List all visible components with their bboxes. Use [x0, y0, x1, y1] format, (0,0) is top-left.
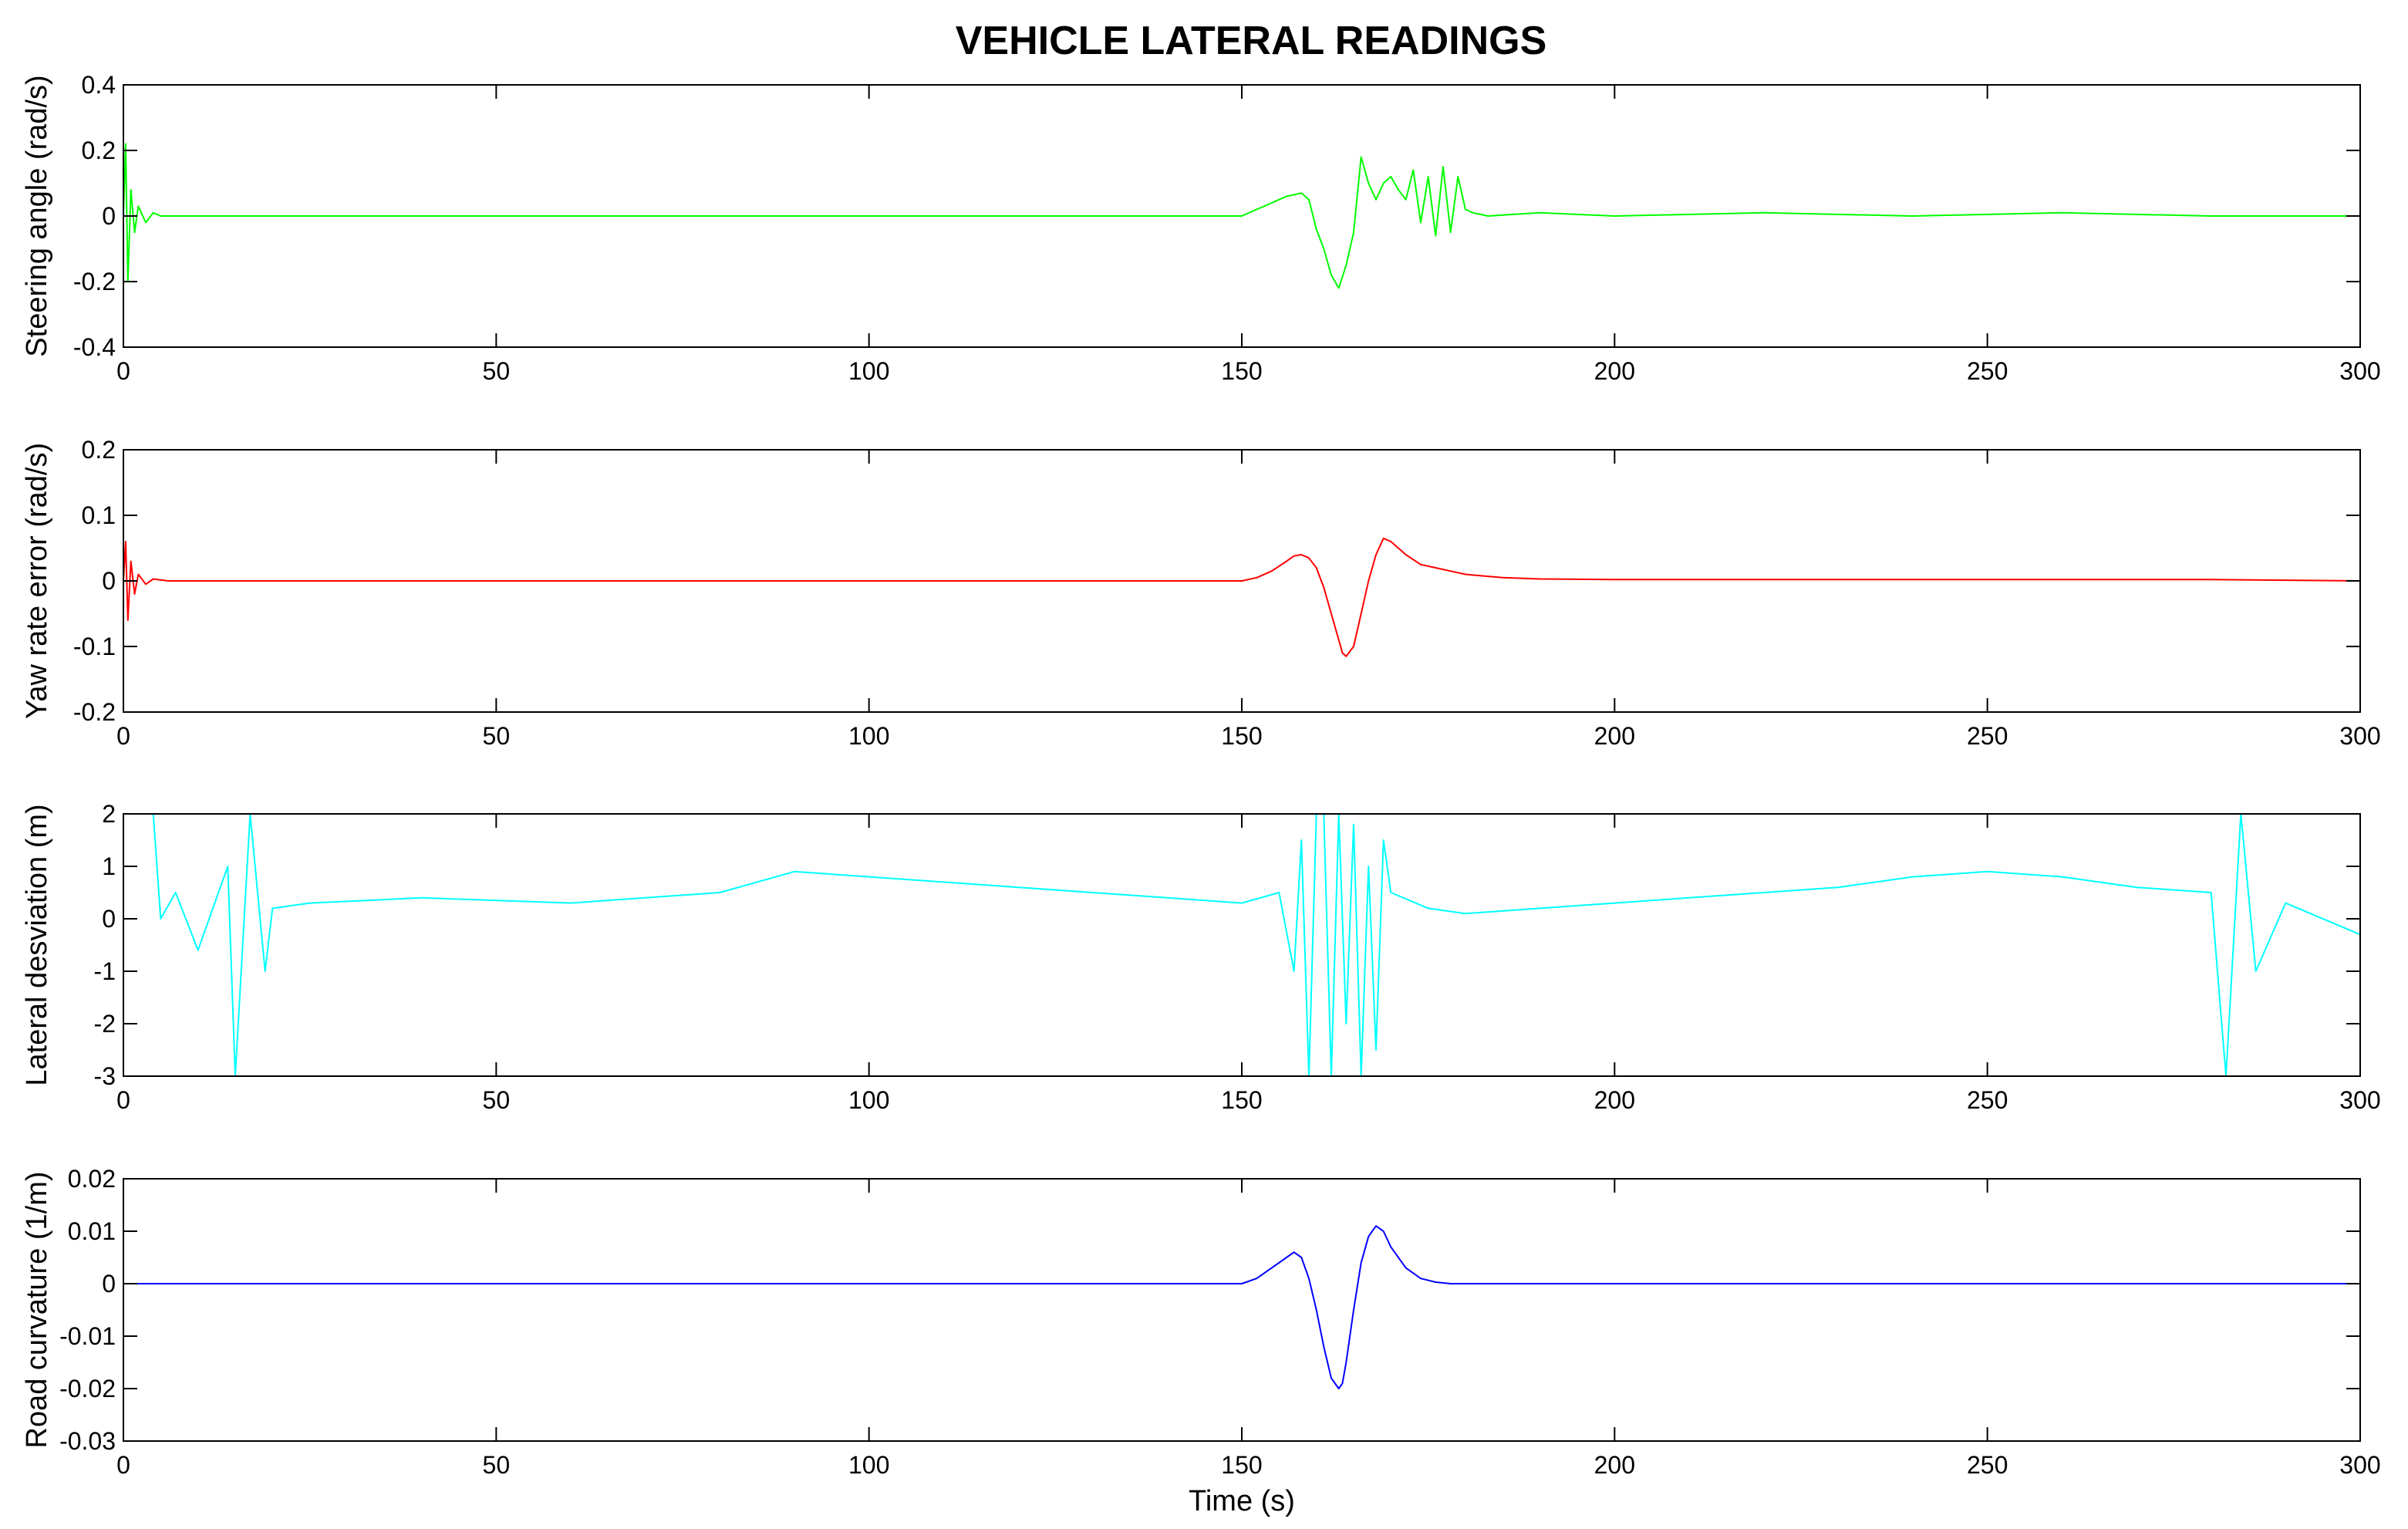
y-tick-label: -2 — [94, 1010, 116, 1038]
y-tick-label: -0.4 — [73, 333, 116, 361]
subplot-3: 0 50 100 150 200 250 300 -3 -2 -1 0 1 2 Lateral desvi… — [21, 800, 2381, 1114]
x-tick-label: 0 — [116, 722, 130, 750]
x-tick-label: 0 — [116, 357, 130, 385]
x-tick-label: 50 — [483, 1086, 511, 1114]
x-tick-label: 300 — [2339, 1086, 2380, 1114]
x-tick-label: 200 — [1594, 722, 1635, 750]
y-axis-label: Lateral desviation (m) — [21, 804, 53, 1085]
x-tick-label: 100 — [848, 357, 889, 385]
y-tick-label: -1 — [94, 957, 116, 985]
y-tick-label: 0.1 — [82, 501, 116, 529]
x-tick-label: 100 — [848, 1451, 889, 1479]
y-tick-label: -0.02 — [59, 1375, 116, 1402]
y-axis-label: Yaw rate error (rad/s) — [21, 443, 53, 719]
y-tick-label: -3 — [94, 1062, 116, 1090]
y-tick-label: 2 — [102, 800, 116, 828]
x-tick-label: 150 — [1221, 722, 1262, 750]
y-tick-label: 0.4 — [82, 71, 116, 99]
x-tick-label: 100 — [848, 722, 889, 750]
subplot-2: 0 50 100 150 200 250 300 -0.2 -0.1 0 0.1 0.2 Yaw rat… — [21, 436, 2381, 750]
x-tick-label: 150 — [1221, 1451, 1262, 1479]
series-line-2-1 — [123, 537, 2361, 657]
series-line-3-1 — [123, 813, 2361, 1077]
y-axis-label: Road curvature (1/m) — [21, 1171, 53, 1448]
x-tick-label: 100 — [848, 1086, 889, 1114]
x-tick-label: 50 — [483, 722, 511, 750]
y-axis-label: Steering angle (rad/s) — [21, 75, 53, 356]
x-tick-label: 250 — [1967, 722, 2008, 750]
y-tick-label: 0 — [102, 905, 116, 933]
x-tick-label: 150 — [1221, 357, 1262, 385]
y-tick-label: 0.01 — [68, 1217, 116, 1245]
plot-frame — [123, 813, 2361, 1077]
x-tick-label: 0 — [116, 1451, 130, 1479]
x-axis-label: Time (s) — [1189, 1485, 1295, 1517]
x-tick-label: 250 — [1967, 1451, 2008, 1479]
subplots: 0 50 100 150 200 250 300-0.4-0.200.20.4Steerin… — [21, 71, 2381, 1517]
series-line-4-1 — [123, 1225, 2360, 1389]
x-tick-label: 50 — [483, 1451, 511, 1479]
chart-title: VEHICLE LATERAL READINGS — [956, 19, 1547, 63]
x-tick-label: 200 — [1594, 357, 1635, 385]
y-tick-label: -0.03 — [59, 1427, 116, 1455]
y-tick-label: 0.2 — [82, 436, 116, 464]
y-tick-label: -0.01 — [59, 1322, 116, 1350]
x-tick-label: 300 — [2339, 1451, 2380, 1479]
y-tick-label: -0.2 — [73, 268, 116, 295]
y-tick-label: 0 — [102, 1270, 116, 1298]
subplot-4: 0 50 100 150 200 250 300 -0.03 -0.02 -0.01 0 0.01 0.… — [21, 1165, 2381, 1517]
y-tick-label: 0 — [102, 202, 116, 230]
y-tick-label: 0 — [102, 567, 116, 595]
x-tick-label: 250 — [1967, 1086, 2008, 1114]
series-line-1-1 — [123, 143, 2360, 289]
x-tick-label: 300 — [2339, 357, 2380, 385]
x-tick-label: 0 — [116, 1086, 130, 1114]
y-tick-label: 0.02 — [68, 1165, 116, 1193]
y-tick-label: -0.1 — [73, 633, 116, 660]
x-tick-label: 150 — [1221, 1086, 1262, 1114]
subplot-1: 0 50 100 150 200 250 300 -0.4 -0.2 0 0.2 0.4 Steerin… — [21, 71, 2381, 385]
x-tick-label: 200 — [1594, 1086, 1635, 1114]
x-tick-label: 50 — [483, 357, 511, 385]
x-tick-label: 300 — [2339, 722, 2380, 750]
y-tick-label: 1 — [102, 852, 116, 880]
x-tick-label: 200 — [1594, 1451, 1635, 1479]
y-tick-label: 0.2 — [82, 137, 116, 164]
x-tick-label: 250 — [1967, 357, 2008, 385]
y-tick-label: -0.2 — [73, 698, 116, 726]
plot-frame — [123, 1178, 2361, 1442]
